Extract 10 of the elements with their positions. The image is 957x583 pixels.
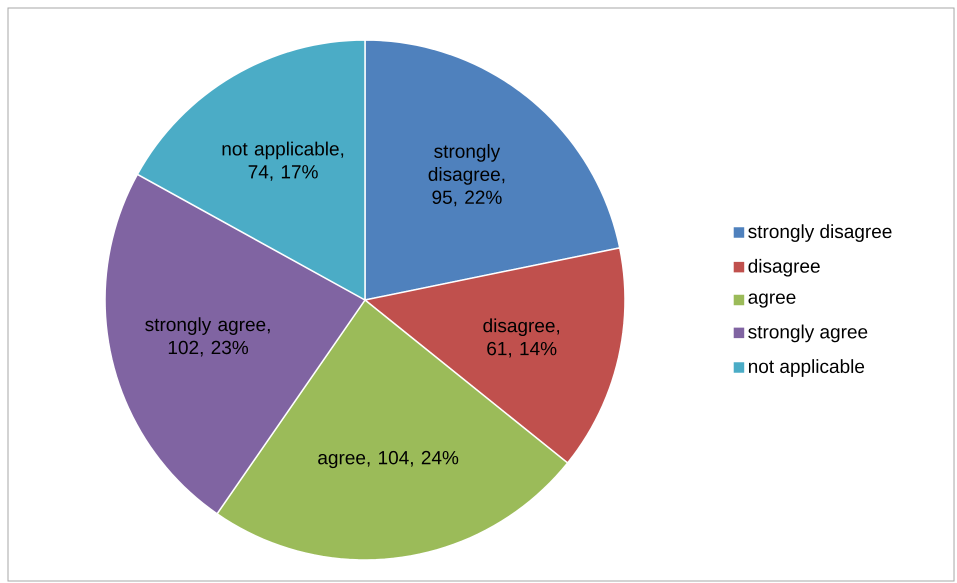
data-label: not applicable, 74, 17%	[222, 142, 344, 181]
data-label: agree, 104, 24%	[318, 450, 458, 468]
legend-label: disagree	[748, 258, 820, 277]
legend-label: strongly agree	[748, 324, 868, 342]
legend-label: agree	[748, 293, 796, 308]
data-label: strongly disagree, 95, 22%	[428, 144, 504, 206]
data-label: strongly agree, 102, 23%	[145, 317, 270, 356]
data-label: disagree, 61, 14%	[483, 318, 560, 358]
legend-label: not applicable	[748, 359, 864, 377]
legend-label: strongly disagree	[748, 224, 892, 242]
